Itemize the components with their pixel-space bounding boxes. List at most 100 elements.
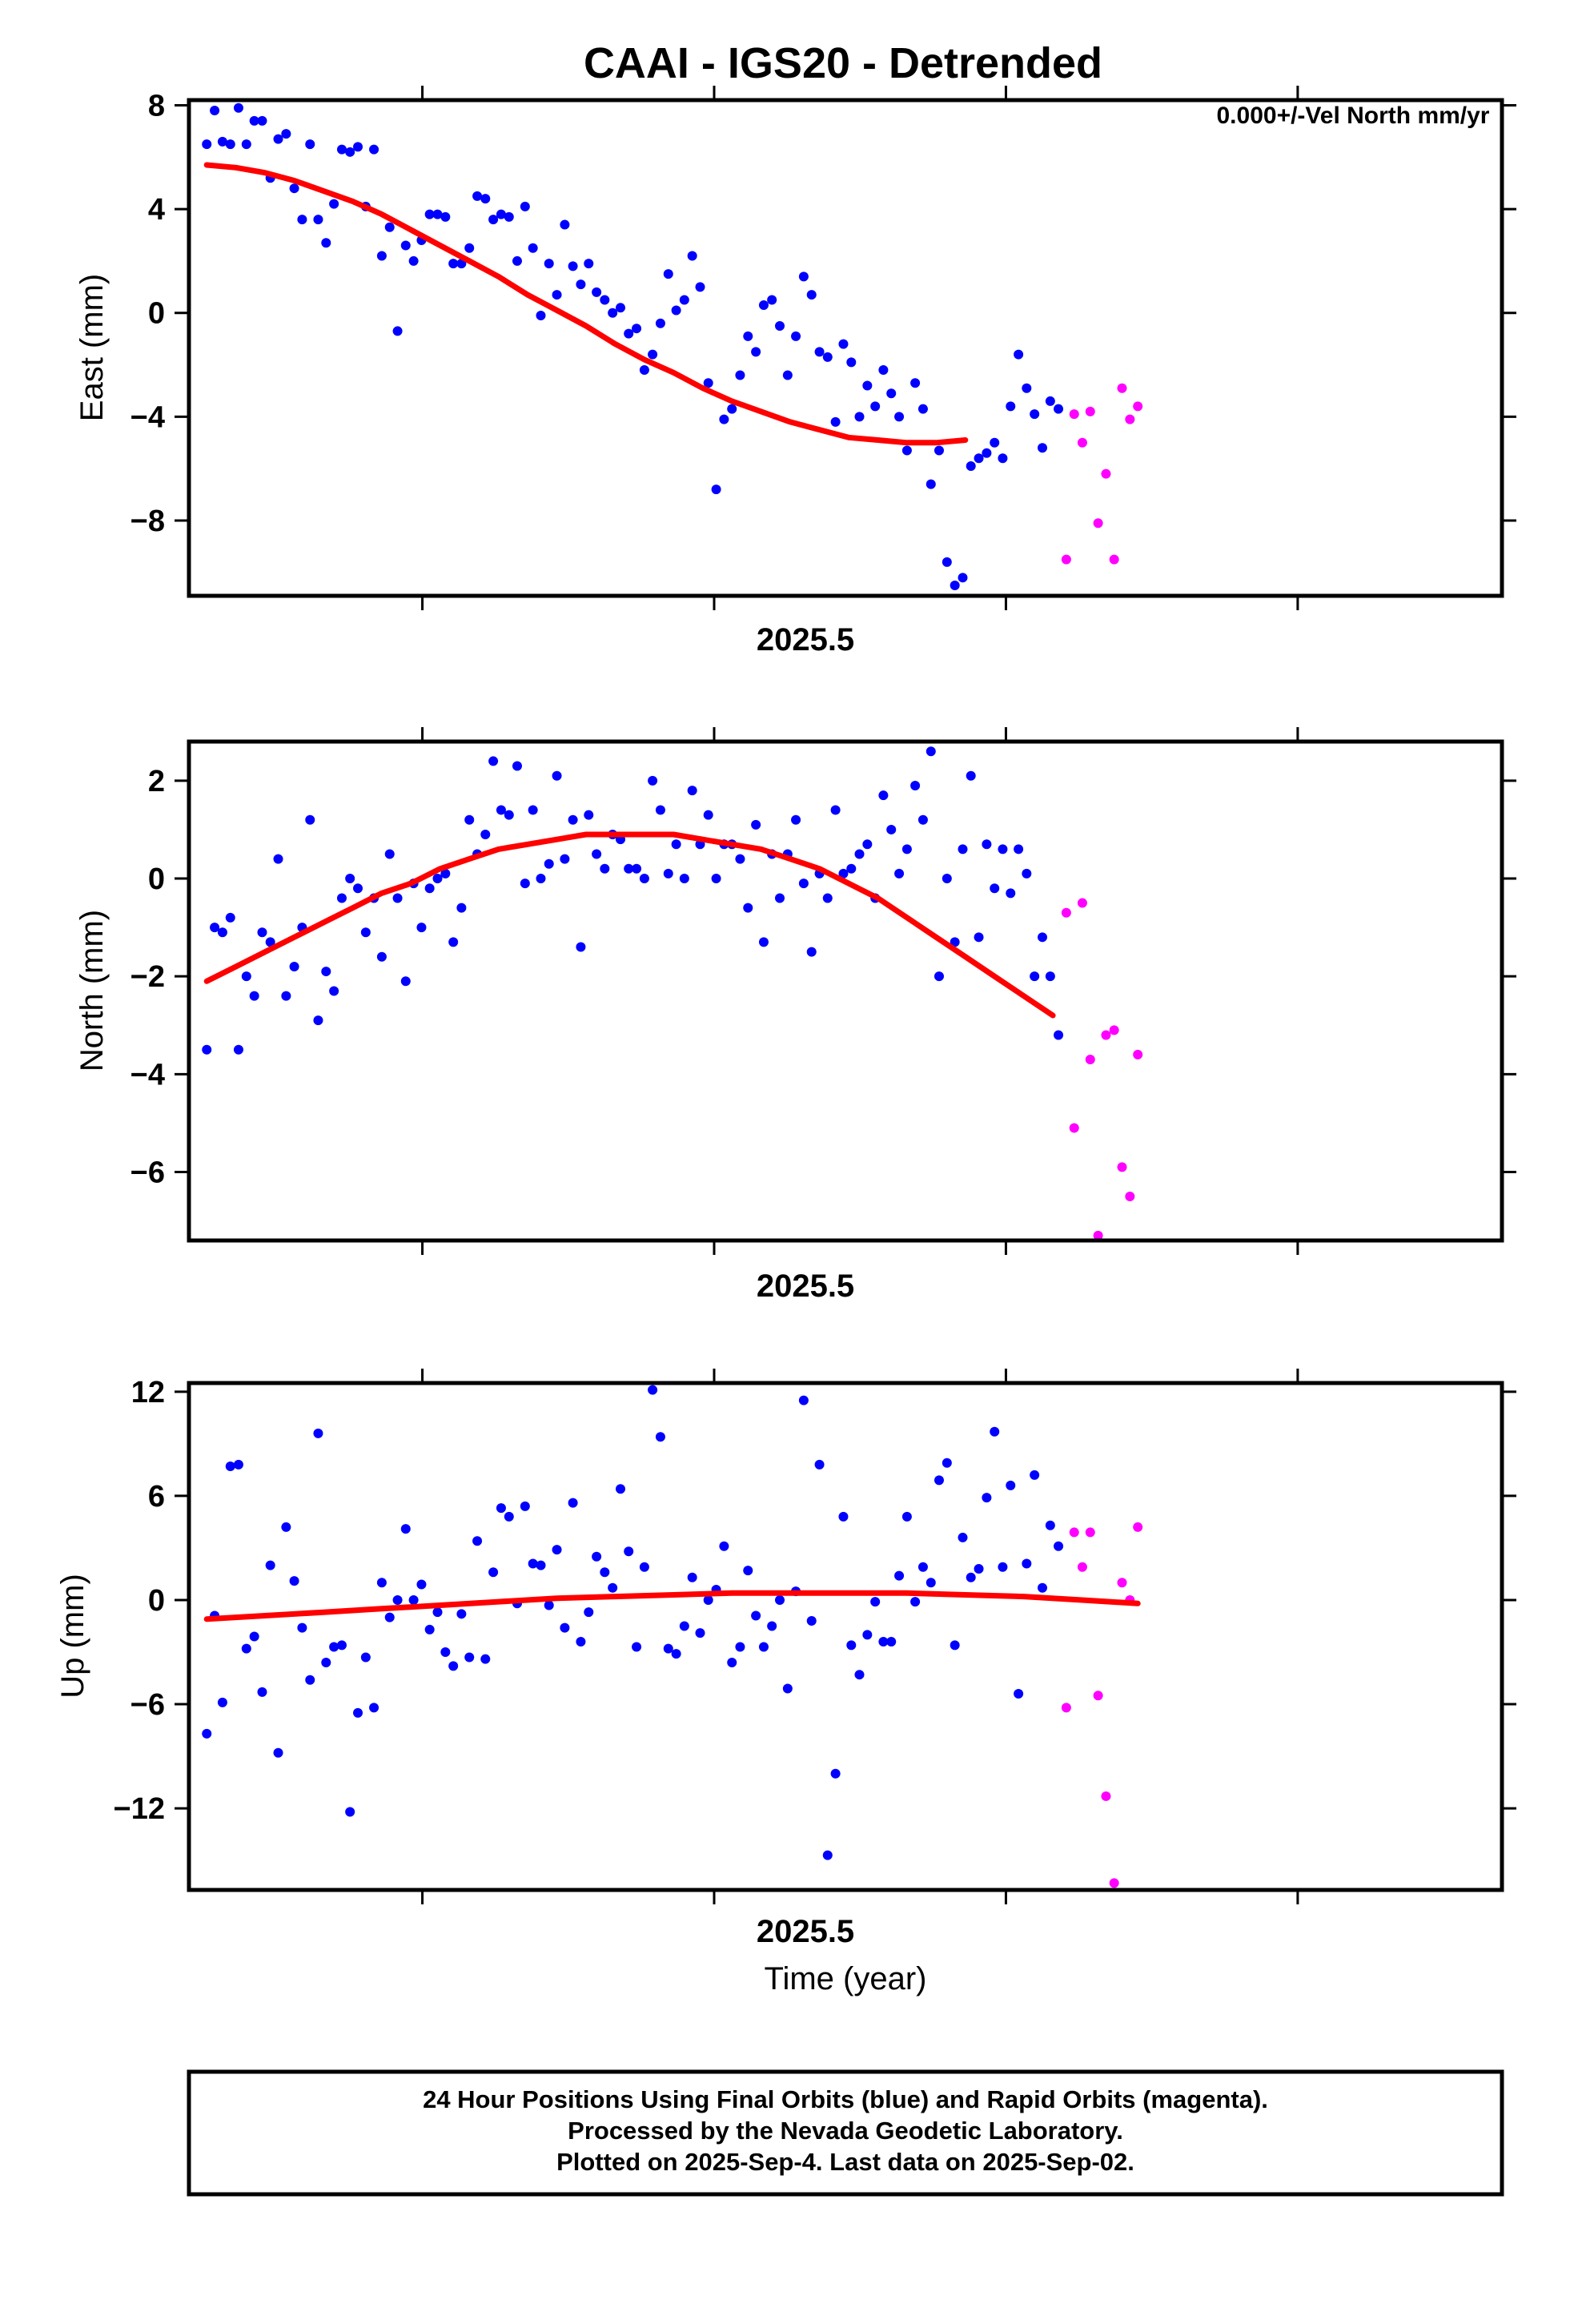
up-final-point (767, 1621, 777, 1631)
up-final-point (671, 1649, 681, 1659)
east-final-point (241, 139, 251, 150)
east-final-point (329, 199, 339, 209)
up-final-point (297, 1622, 307, 1633)
up-final-point (241, 1643, 251, 1654)
east-rapid-point (1069, 409, 1079, 420)
up-final-point (974, 1563, 984, 1574)
north-final-point (1014, 844, 1024, 854)
east-rapid-point (1061, 554, 1071, 565)
up-final-point (901, 1511, 912, 1522)
east-final-point (281, 129, 291, 139)
north-final-point (751, 819, 761, 830)
north-final-point (624, 863, 634, 874)
north-rapid-point (1117, 1162, 1127, 1172)
north-final-point (854, 849, 865, 859)
east-final-point (934, 445, 944, 456)
east-final-point (735, 370, 745, 380)
north-final-point (424, 883, 435, 894)
east-rapid-point (1101, 468, 1111, 479)
east-final-point (917, 404, 928, 414)
north-final-point (257, 927, 267, 938)
north-plot-frame (187, 739, 1504, 1243)
east-final-point (440, 211, 451, 222)
up-final-point (360, 1652, 371, 1663)
north-final-point (632, 863, 642, 874)
up-final-point (990, 1426, 1000, 1437)
north-final-point (775, 893, 785, 903)
east-final-point (671, 305, 681, 316)
up-final-point (950, 1640, 960, 1651)
north-final-point (512, 761, 522, 771)
east-final-point (336, 144, 347, 155)
north-final-point (217, 927, 227, 938)
north-final-point (1045, 971, 1055, 982)
north-final-point (910, 780, 921, 790)
up-final-point (719, 1541, 729, 1551)
up-final-point (910, 1597, 921, 1607)
east-final-point (536, 310, 546, 320)
up-final-point (424, 1624, 435, 1634)
north-rapid-point (1077, 898, 1087, 908)
east-model-curve (203, 162, 969, 446)
up-final-point (384, 1612, 395, 1622)
up-final-point (743, 1566, 753, 1576)
east-rapid-point (1085, 406, 1095, 416)
east-final-point (297, 215, 307, 225)
up-final-point (1006, 1480, 1016, 1490)
up-y-tick-label: 0 (148, 1584, 165, 1618)
east-final-point (854, 412, 865, 422)
east-final-point (870, 401, 881, 412)
north-final-point (456, 903, 467, 913)
up-final-point (926, 1578, 936, 1588)
east-final-point (1045, 396, 1055, 406)
up-final-point (584, 1607, 594, 1618)
east-final-point (806, 290, 817, 300)
east-final-point (838, 339, 849, 349)
east-final-point (966, 460, 976, 471)
north-y-tick-label: −4 (130, 1058, 165, 1092)
north-final-point (345, 874, 355, 884)
up-final-point (639, 1562, 649, 1572)
up-final-point (703, 1594, 713, 1605)
east-final-point (624, 328, 634, 339)
north-final-point (974, 932, 984, 943)
north-final-point (655, 805, 665, 815)
up-final-point (806, 1615, 817, 1626)
north-rapid-point (1093, 1230, 1103, 1240)
east-final-point (202, 139, 212, 150)
up-final-point (376, 1578, 387, 1588)
east-final-point (305, 139, 315, 150)
up-final-point (735, 1642, 745, 1652)
east-final-point (560, 219, 570, 230)
east-rapid-point (1077, 437, 1087, 448)
east-y-tick-label: 4 (148, 193, 165, 227)
north-final-point (233, 1044, 243, 1055)
east-final-point (472, 191, 483, 201)
up-y-axis-label: Up (mm) (55, 1574, 90, 1699)
up-final-point (336, 1640, 347, 1651)
east-rapid-point (1109, 554, 1119, 565)
up-rapid-point (1109, 1878, 1119, 1888)
north-final-point (576, 942, 586, 952)
up-final-point (416, 1579, 427, 1590)
north-final-point (281, 991, 291, 1001)
up-final-point (257, 1687, 267, 1697)
up-final-point (966, 1572, 976, 1582)
east-final-point (958, 573, 968, 583)
panel-north: 2 0 −2 −4 −6 North (mm) 2025.5 (74, 727, 1516, 1304)
east-final-point (432, 209, 443, 219)
east-y-tick-label: −4 (130, 400, 165, 434)
north-final-point (901, 844, 912, 854)
north-final-point (798, 879, 809, 889)
north-final-point (321, 967, 331, 977)
east-final-point (798, 271, 809, 282)
up-final-point (265, 1560, 275, 1570)
north-rapid-point (1133, 1049, 1143, 1059)
up-final-point (1054, 1541, 1064, 1551)
up-final-point (432, 1607, 443, 1618)
north-final-point (360, 927, 371, 938)
up-plot-frame (187, 1381, 1504, 1892)
up-final-point (917, 1562, 928, 1572)
east-y-axis: 8 4 0 −4 −8 (130, 86, 1516, 610)
up-final-point (321, 1658, 331, 1668)
